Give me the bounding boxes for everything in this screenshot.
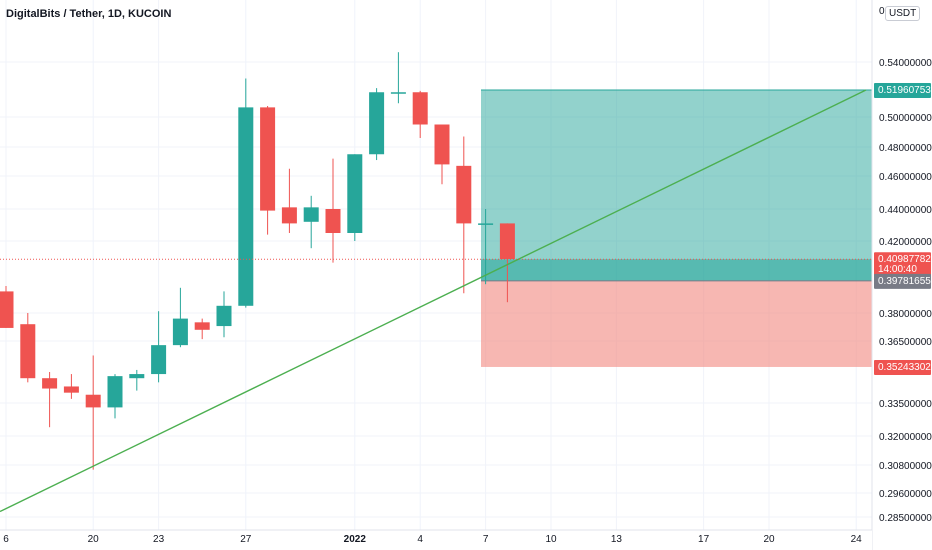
candle-body bbox=[303, 207, 319, 222]
loss-zone bbox=[481, 280, 872, 367]
time-axis[interactable]: 6 20 23 27 2022 4 7 10 13 17 20 24 bbox=[0, 529, 872, 550]
candle-body bbox=[456, 165, 472, 224]
profit-zone bbox=[481, 90, 872, 281]
price-tick-label: 0.50000000 bbox=[879, 113, 932, 124]
currency-badge[interactable]: USDT bbox=[885, 6, 921, 21]
stop-price-badge bbox=[874, 359, 931, 375]
candle-body bbox=[194, 322, 210, 330]
price-tick-label: 0.30800000 bbox=[879, 461, 932, 472]
candle-body bbox=[499, 223, 515, 259]
price-tick-label: 0.54000000 bbox=[879, 58, 932, 69]
candle-body bbox=[390, 92, 406, 94]
current-price-badge bbox=[874, 252, 931, 278]
stop-price-label: 0.35243302 bbox=[878, 362, 931, 373]
price-tick-label: 0.33500000 bbox=[879, 399, 932, 410]
candle-body bbox=[172, 318, 188, 346]
time-tick-label: 20 bbox=[763, 534, 775, 545]
time-tick-label: 6 bbox=[3, 534, 9, 545]
candle-body bbox=[412, 92, 428, 125]
time-axis-background bbox=[0, 530, 872, 550]
time-tick-label: 4 bbox=[417, 534, 423, 545]
time-tick-label: 17 bbox=[698, 534, 710, 545]
time-tick-label: 13 bbox=[611, 534, 623, 545]
target-price-badge bbox=[874, 83, 931, 99]
current-price-label: 0.40987782 bbox=[878, 254, 931, 265]
candle-body bbox=[129, 374, 145, 379]
candle-body bbox=[434, 124, 450, 165]
price-tick-label: 0.32000000 bbox=[879, 432, 932, 443]
time-tick-label: 23 bbox=[153, 534, 165, 545]
candle-body bbox=[85, 394, 101, 408]
candle-body bbox=[369, 92, 385, 155]
candle-body bbox=[151, 345, 167, 375]
candle-body bbox=[260, 107, 276, 211]
price-tick-label: 0.42000000 bbox=[879, 237, 932, 248]
current-price-label: 14:00:40 bbox=[878, 264, 917, 275]
price-tick-label: 0.29600000 bbox=[879, 489, 932, 500]
entry-price-label: 0.39781655 bbox=[878, 276, 931, 287]
time-tick-label: 27 bbox=[240, 534, 252, 545]
time-tick-label: 24 bbox=[851, 534, 863, 545]
candle-body bbox=[63, 386, 79, 393]
price-tick-label: 0.44000000 bbox=[879, 205, 932, 216]
candle-body bbox=[281, 207, 297, 224]
trendline bbox=[0, 89, 867, 513]
candle-body bbox=[0, 291, 14, 328]
candle-body bbox=[107, 376, 123, 408]
open-pnl-zone bbox=[481, 259, 872, 281]
entry-price-badge bbox=[874, 273, 931, 289]
chart-title: DigitalBits / Tether, 1D, KUCOIN bbox=[6, 8, 172, 20]
candle-body bbox=[216, 305, 232, 327]
time-tick-label: 7 bbox=[483, 534, 489, 545]
price-axis[interactable]: 0.50.540000000.500000000.480000000.46000… bbox=[871, 0, 932, 550]
candle-body bbox=[478, 223, 494, 225]
candle-body bbox=[325, 209, 341, 233]
time-tick-label: 10 bbox=[545, 534, 557, 545]
price-tick-label: 0.38000000 bbox=[879, 309, 932, 320]
time-tick-label: 20 bbox=[88, 534, 100, 545]
chart-overlays bbox=[0, 89, 872, 513]
price-tick-label: 0.48000000 bbox=[879, 143, 932, 154]
price-tick-label: 0.36500000 bbox=[879, 337, 932, 348]
candle-body bbox=[20, 324, 36, 379]
time-tick-label: 2022 bbox=[344, 534, 367, 545]
price-tick-label: 0.46000000 bbox=[879, 172, 932, 183]
candle-body bbox=[238, 107, 254, 306]
price-tick-label: 0.28500000 bbox=[879, 513, 932, 524]
candlestick-series bbox=[0, 52, 515, 470]
candle-body bbox=[42, 378, 58, 389]
target-price-label: 0.51960753 bbox=[878, 85, 931, 96]
long-position-tool[interactable] bbox=[481, 89, 872, 367]
candle-body bbox=[347, 154, 363, 233]
